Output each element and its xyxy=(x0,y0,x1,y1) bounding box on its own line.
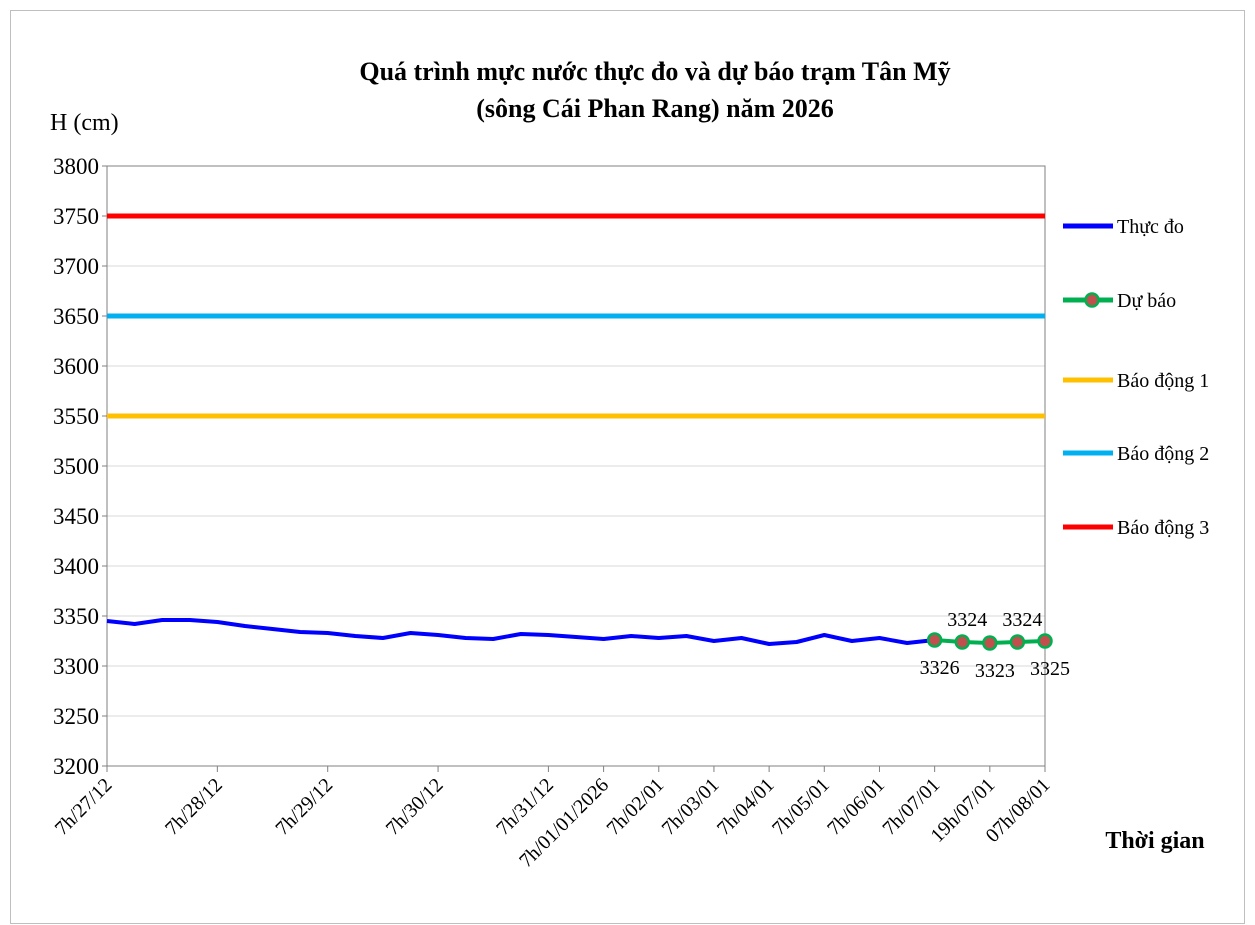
marker xyxy=(1009,634,1026,650)
y-tick-label: 3650 xyxy=(53,304,99,329)
y-axis-label: H (cm) xyxy=(50,110,119,136)
y-tick-label: 3250 xyxy=(53,704,99,729)
y-tick-label: 3600 xyxy=(53,354,99,379)
y-tick-label: 3350 xyxy=(53,604,99,629)
legend-label: Báo động 1 xyxy=(1117,370,1209,392)
y-tick-label: 3400 xyxy=(53,554,99,579)
marker xyxy=(1037,633,1053,649)
legend-label: Báo động 2 xyxy=(1117,443,1209,465)
legend-marker xyxy=(1084,292,1100,308)
y-tick-label: 3450 xyxy=(53,504,99,529)
data-label: 3323 xyxy=(975,660,1015,682)
legend-label: Báo động 3 xyxy=(1117,517,1209,539)
marker xyxy=(954,634,970,650)
y-tick-label: 3300 xyxy=(53,654,99,679)
chart-title: (sông Cái Phan Rang) năm 2026 xyxy=(476,94,834,123)
series-line xyxy=(106,618,935,646)
data-label: 3324 xyxy=(947,609,987,631)
y-tick-label: 3550 xyxy=(53,404,99,429)
legend-label: Dự báo xyxy=(1117,290,1176,312)
data-label: 3326 xyxy=(920,657,960,679)
legend-label: Thực đo xyxy=(1117,216,1184,238)
y-tick-label: 3700 xyxy=(53,254,99,279)
x-axis-label: Thời gian xyxy=(1105,828,1204,854)
marker xyxy=(982,635,998,651)
y-tick-label: 3200 xyxy=(53,754,99,779)
y-tick-label: 3800 xyxy=(53,154,99,179)
chart-title: Quá trình mực nước thực đo và dự báo trạ… xyxy=(359,57,950,86)
data-label: 3324 xyxy=(1002,609,1042,631)
y-tick-label: 3500 xyxy=(53,454,99,479)
y-tick-label: 3750 xyxy=(53,204,99,229)
data-label: 3325 xyxy=(1030,658,1070,680)
plot-border xyxy=(106,165,1046,767)
marker xyxy=(926,632,943,648)
chart-frame xyxy=(10,10,1245,924)
